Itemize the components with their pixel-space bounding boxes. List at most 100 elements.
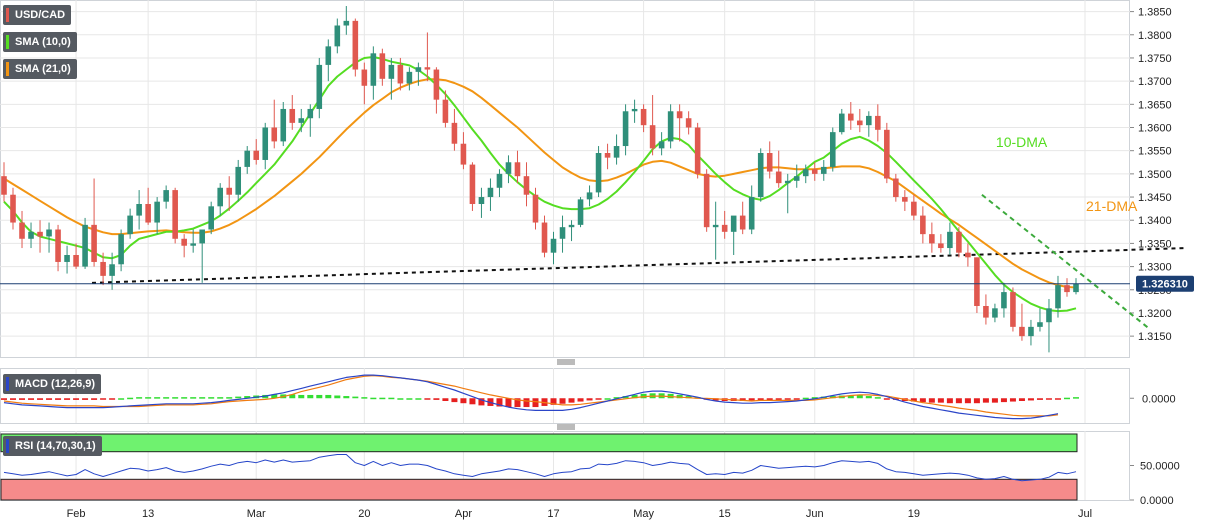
macd-histogram-bar [550,398,557,405]
candle-body [145,204,151,223]
candle [226,176,233,211]
candle-body [451,122,458,144]
macd-histogram-bar [28,398,35,400]
candle [334,18,341,54]
candle [208,201,214,235]
sma21-legend[interactable]: SMA (21,0) [3,59,77,79]
candle-body [325,46,332,65]
candle [55,224,61,272]
date-axis-label: 19 [908,508,920,520]
macd-histogram-bar [1036,398,1043,400]
instrument-label: USD/CAD [15,9,66,21]
candle [721,210,728,239]
candle [784,173,791,214]
candle-body [505,162,512,174]
price-tick-label: 1.3850 [1138,7,1172,19]
candle-body [847,113,854,121]
candle-body [532,194,539,223]
macd-histogram-bar [478,398,485,406]
candle-body [181,238,187,246]
sma10-legend[interactable]: SMA (10,0) [3,32,77,52]
candle-body [217,187,223,207]
candle-body [884,129,890,179]
candle-body [244,150,251,167]
macd-histogram-bar [469,398,476,405]
panel-splitter-1[interactable] [557,359,575,365]
macd-histogram-bar [271,394,278,399]
candle [577,197,584,228]
candle [595,146,602,198]
candle-body [965,252,971,258]
instrument-badge[interactable]: USD/CAD [3,5,72,25]
candle-body [469,164,476,204]
candle [172,187,178,244]
macd-legend[interactable]: MACD (12,26,9) [3,374,102,394]
candle-body [397,64,404,84]
candle-body [1028,326,1034,337]
candle-body [424,67,431,70]
candle-body [280,108,287,142]
candle [136,190,142,230]
candle [469,162,476,211]
candle [568,220,575,242]
candle [424,32,431,82]
macd-histogram-bar [1054,398,1061,400]
candle [388,57,395,100]
candle-body [253,150,260,160]
candle [730,215,737,255]
macd-histogram-bar [46,398,53,400]
candle-body [712,224,719,228]
macd-histogram-bar [973,398,980,404]
candle-body [875,115,881,130]
panel-splitter-2[interactable] [557,424,575,430]
candle-body [1073,283,1079,293]
candle [460,132,467,170]
candle [902,190,908,211]
date-axis-label: 17 [547,508,559,520]
macd-histogram-bar [532,398,539,408]
rsi-legend[interactable]: RSI (14,70,30,1) [3,436,102,456]
candle [514,150,521,184]
sma10-legend-label: SMA (10,0) [15,36,71,48]
macd-histogram-bar [1000,398,1007,403]
macd-histogram-bar [613,397,620,399]
candle [1,162,7,202]
macd-histogram-bar [748,398,755,401]
candle-body [271,127,278,142]
candle-body [415,67,422,72]
candle-body [622,111,629,147]
macd-histogram-bar [298,394,305,399]
candle [613,134,620,165]
candle-body [604,153,611,158]
candle [766,141,773,179]
candle [983,294,989,325]
candle-body [640,108,647,126]
candle [559,215,566,253]
candle [956,227,962,258]
candle-body [208,206,214,230]
sma10-line [3,56,1077,313]
candle [370,46,377,100]
candle [451,108,458,151]
candle [280,102,287,147]
price-tick-label: 1.3400 [1138,215,1172,227]
candle [811,162,818,181]
candle-body [694,127,701,174]
macd-histogram-bar [577,398,584,402]
candle-body [676,111,683,119]
macd-histogram-bar [100,398,107,400]
candle [181,234,187,258]
macd-histogram-bar [325,394,332,399]
price-tick-label: 1.3800 [1138,30,1172,42]
macd-histogram-bar [136,397,143,399]
candle-body [721,224,728,232]
date-axis-label: Feb [67,508,86,520]
candle [866,111,872,137]
candle-body [388,64,395,79]
macd-histogram-bar [523,398,530,408]
candle-body [793,176,800,181]
candle [352,18,359,77]
macd-histogram-bar [334,395,341,399]
current-price-badge [1136,275,1194,292]
macd-histogram-bar [1063,397,1070,400]
